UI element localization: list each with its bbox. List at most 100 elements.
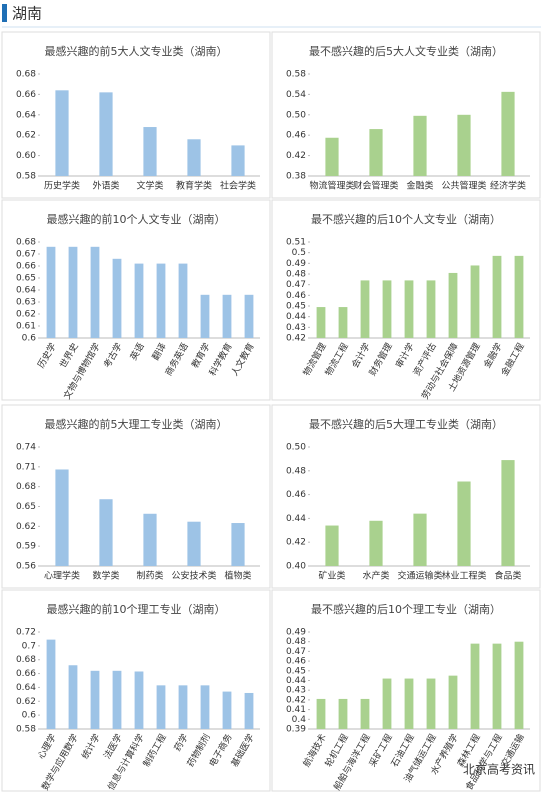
- y-tick-label: 0.44: [286, 676, 306, 686]
- y-tick-label: 0.44: [286, 514, 306, 524]
- y-tick-label: 0.42: [286, 151, 306, 161]
- x-tick-label: 财会管理类: [353, 180, 398, 192]
- bar: [99, 499, 113, 566]
- y-tick-label: 0.48: [286, 466, 306, 476]
- bar: [448, 675, 458, 729]
- y-tick-label: 0.45: [286, 666, 306, 676]
- y-tick-label: 0.63: [16, 298, 36, 308]
- y-tick-label: 0.65: [16, 274, 36, 284]
- bar: [134, 671, 144, 729]
- bar: [187, 521, 201, 566]
- bar: [426, 678, 436, 729]
- chart-panel: [271, 31, 541, 199]
- y-tick-label: 0.40: [286, 562, 306, 572]
- y-tick-label: 0.62: [16, 131, 36, 141]
- bar: [231, 523, 245, 566]
- chart-title: 最感兴趣的前10个理工专业（湖南）: [47, 602, 226, 616]
- y-tick-label: 0.49: [286, 628, 306, 638]
- bar: [143, 127, 157, 176]
- chart-title: 最不感兴趣的后10个理工专业（湖南）: [311, 602, 501, 616]
- bar: [492, 255, 502, 338]
- header-title: 湖南: [12, 5, 42, 23]
- bar: [244, 692, 254, 729]
- bar: [200, 294, 210, 338]
- y-tick-label: 0.66: [16, 262, 36, 272]
- bar: [99, 92, 113, 176]
- x-tick-label: 心理学类: [44, 570, 80, 582]
- y-tick-label: 0.68: [16, 655, 36, 665]
- bar: [457, 114, 471, 176]
- bar: [369, 129, 383, 176]
- bar: [231, 145, 245, 176]
- y-tick-label: 0.58: [16, 725, 36, 735]
- x-tick-label: 教育学类: [176, 180, 212, 192]
- x-tick-label: 历史学类: [44, 180, 80, 192]
- y-tick-label: 0.42: [286, 695, 306, 705]
- chart-title: 最感兴趣的前10个人文专业（湖南）: [47, 212, 226, 226]
- y-tick-label: 0.74: [16, 443, 36, 453]
- y-tick-label: 0.38: [286, 172, 306, 182]
- bar: [156, 263, 166, 338]
- chart-title: 最不感兴趣的后10个人文专业（湖南）: [311, 212, 501, 226]
- bar: [413, 513, 427, 566]
- y-tick-label: 0.56: [16, 562, 36, 572]
- bar: [514, 255, 524, 338]
- y-tick-label: 0.62: [16, 697, 36, 707]
- bar: [404, 280, 414, 338]
- x-tick-label: 公安技术类: [171, 570, 216, 582]
- y-tick-label: 0.68: [16, 70, 36, 80]
- y-tick-label: 0.62: [16, 310, 36, 320]
- x-tick-label: 金融类: [406, 180, 433, 192]
- y-tick-label: 0.39: [286, 725, 306, 735]
- bar: [382, 678, 392, 729]
- y-tick-label: 0.47: [286, 647, 306, 657]
- bar: [112, 258, 122, 338]
- bar: [46, 639, 56, 729]
- watermark: 北京高考资讯: [463, 762, 535, 777]
- y-tick-label: 0.58: [16, 172, 36, 182]
- y-tick-label: 0.46: [286, 657, 306, 667]
- bar: [55, 469, 69, 566]
- x-tick-label: 社会学类: [220, 180, 256, 192]
- bar: [448, 272, 458, 338]
- y-tick-label: 0.62: [16, 522, 36, 532]
- header-bar: [2, 4, 7, 22]
- bar: [244, 294, 254, 338]
- y-tick-label: 0.48: [286, 270, 306, 280]
- y-tick-label: 0.54: [286, 90, 306, 100]
- y-tick-label: 0.58: [286, 70, 306, 80]
- bar: [178, 263, 188, 338]
- bar: [68, 665, 78, 729]
- x-tick-label: 公共管理类: [441, 180, 486, 192]
- bar: [338, 307, 348, 338]
- bar: [501, 91, 515, 176]
- x-tick-label: 文学类: [136, 180, 163, 192]
- y-tick-label: 0.4: [292, 715, 307, 725]
- x-tick-label: 制药类: [136, 570, 163, 582]
- bar: [143, 513, 157, 566]
- y-tick-label: 0.64: [16, 683, 36, 693]
- y-tick-label: 0.43: [286, 686, 306, 696]
- x-tick-label: 食品类: [494, 570, 521, 582]
- y-tick-label: 0.64: [16, 286, 36, 296]
- x-tick-label: 经济学类: [490, 180, 526, 192]
- chart-panel: [1, 404, 271, 589]
- y-tick-label: 0.60: [16, 151, 36, 161]
- y-tick-label: 0.67: [16, 250, 36, 260]
- chart-title: 最感兴趣的前5大理工专业类（湖南）: [45, 417, 228, 431]
- y-tick-label: 0.72: [16, 628, 36, 638]
- chart-panel: [1, 31, 271, 199]
- y-tick-label: 0.42: [286, 334, 306, 344]
- bar: [134, 263, 144, 338]
- bar: [457, 481, 471, 566]
- bar: [492, 643, 502, 729]
- y-tick-label: 0.42: [286, 538, 306, 548]
- bar: [470, 643, 480, 729]
- x-tick-label: 物流管理类: [309, 180, 354, 192]
- bar: [46, 246, 56, 338]
- bar: [413, 115, 427, 176]
- y-tick-label: 0.6: [22, 711, 37, 721]
- bar: [222, 294, 232, 338]
- bar: [360, 698, 370, 729]
- y-tick-label: 0.66: [16, 90, 36, 100]
